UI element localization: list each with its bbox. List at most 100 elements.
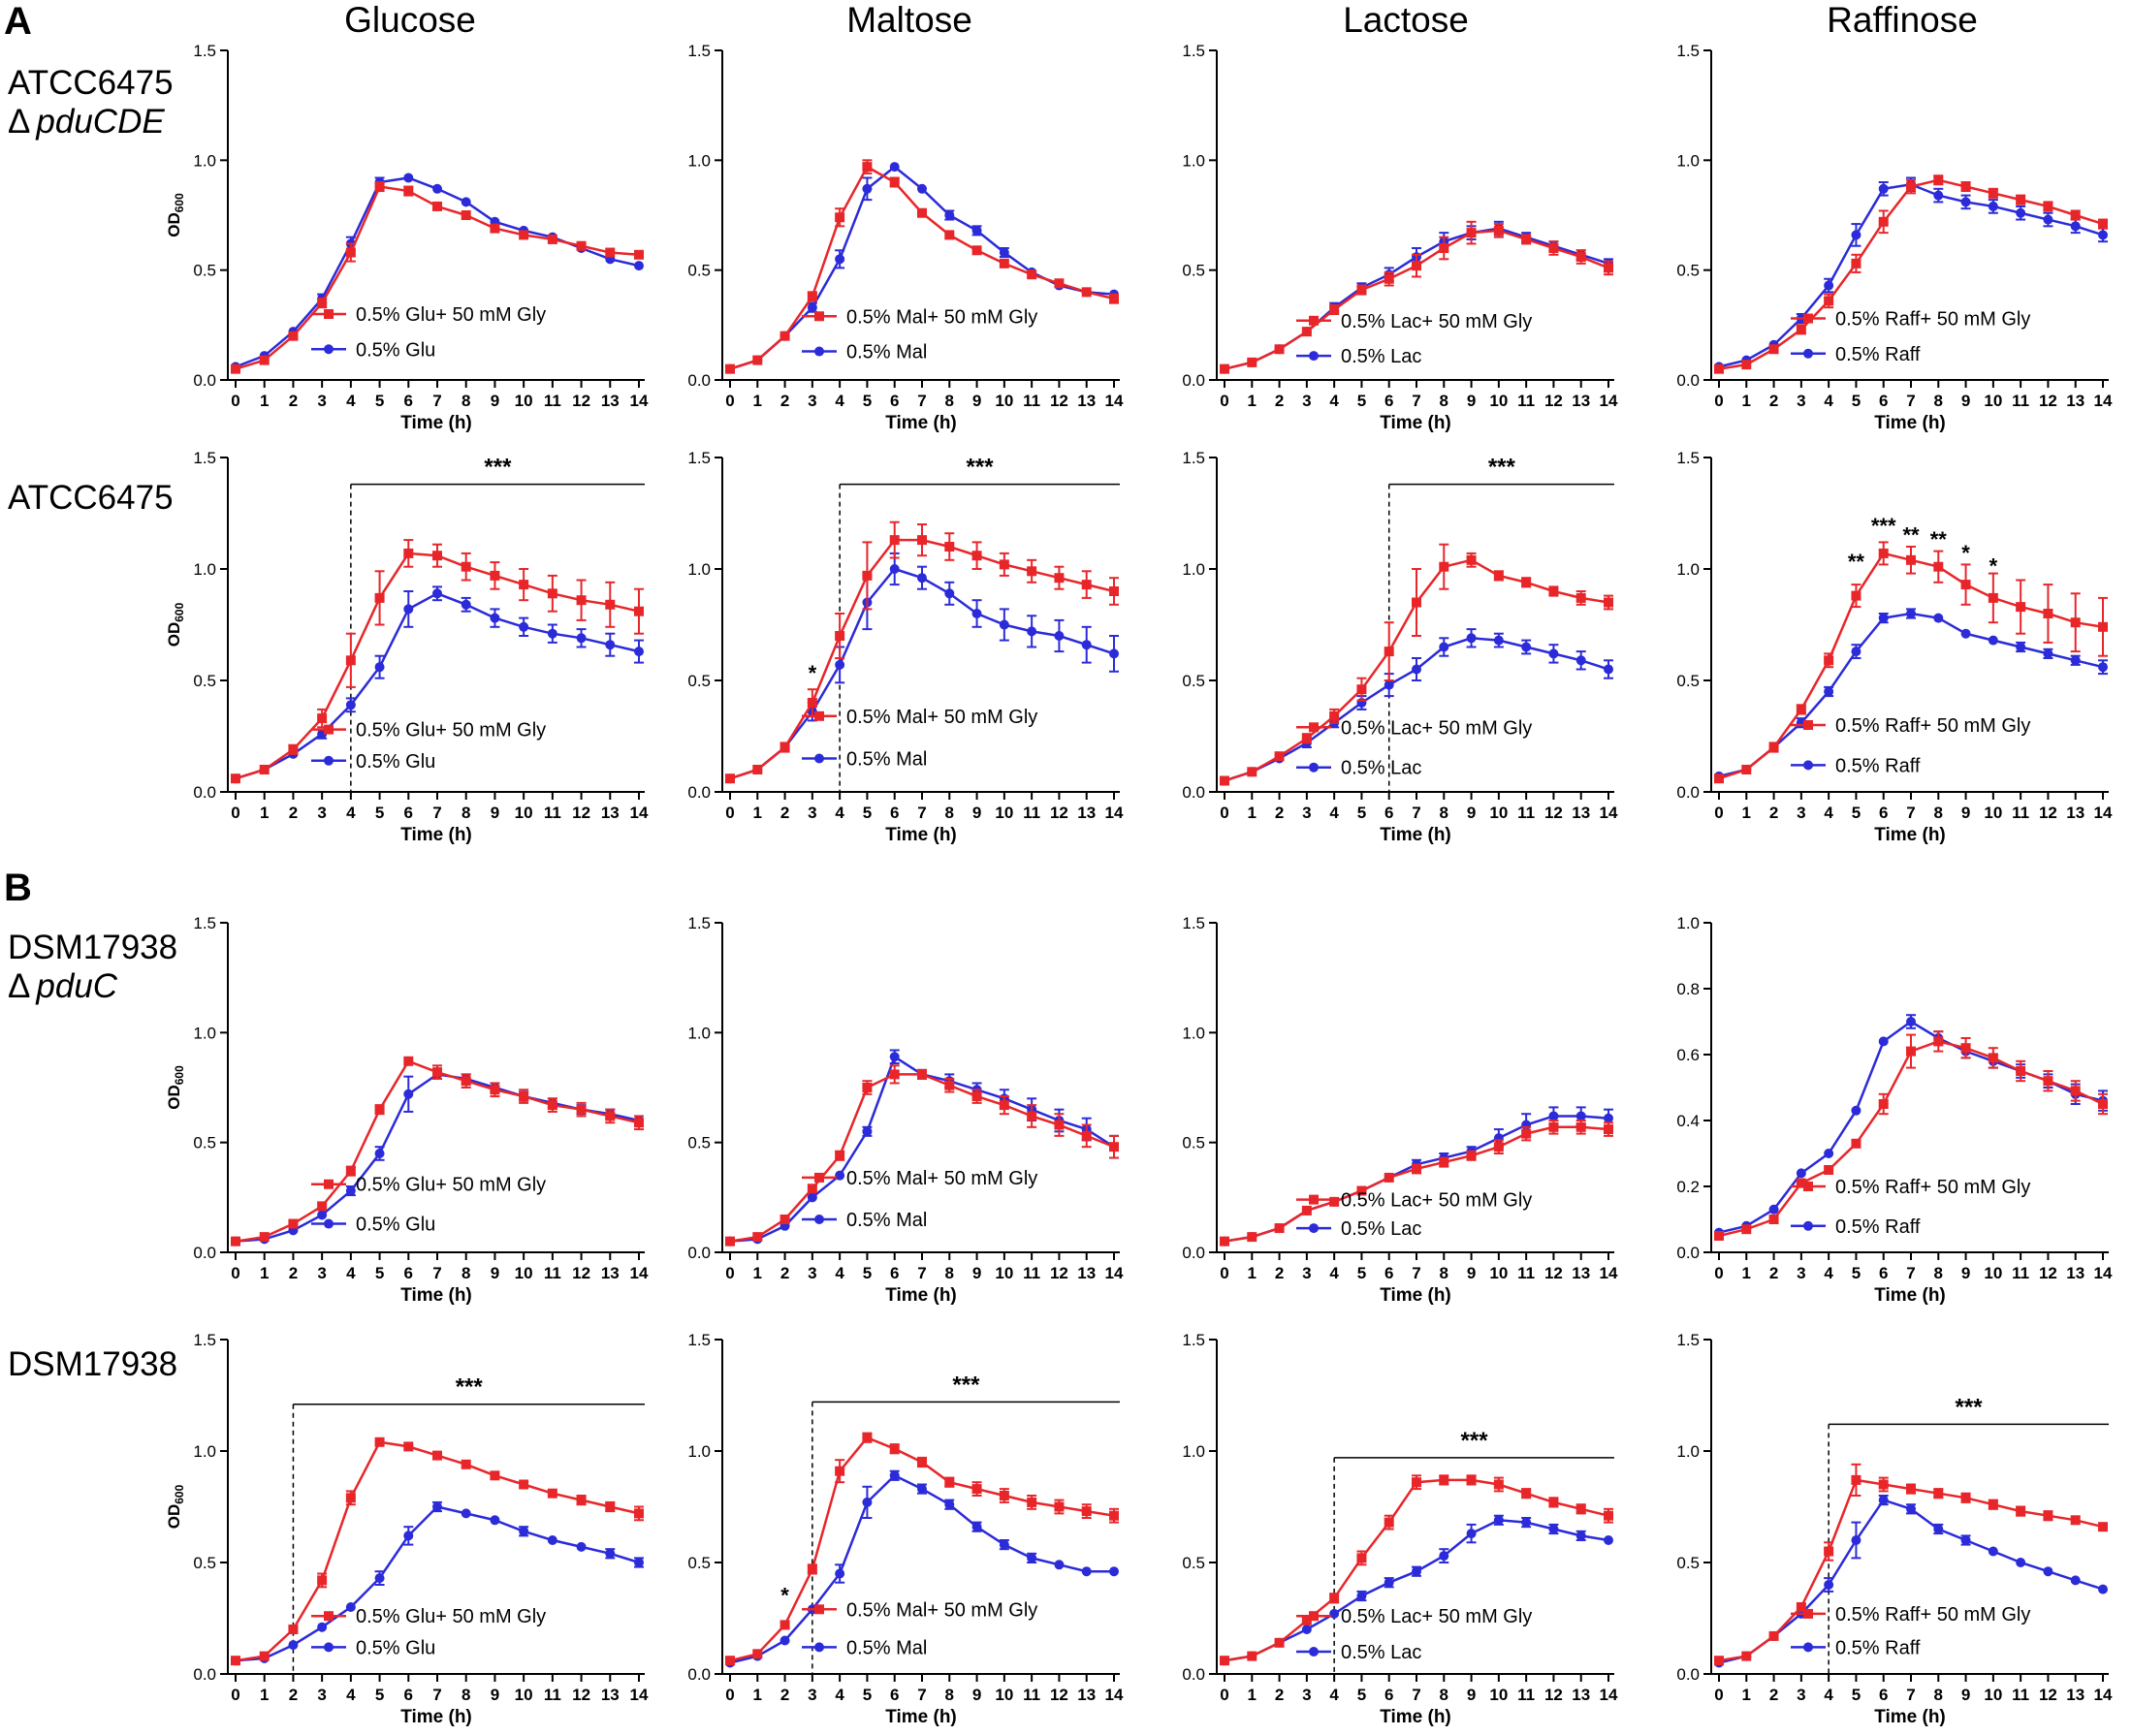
data-point-square <box>1575 592 1586 603</box>
x-tick-label: 13 <box>1572 1264 1590 1282</box>
legend-marker <box>1309 351 1319 362</box>
data-point-square <box>1851 1474 1862 1485</box>
data-point-square <box>519 1479 529 1490</box>
x-tick-label: 9 <box>1467 1686 1476 1704</box>
data-point-square <box>288 1625 299 1634</box>
data-point-circle <box>519 1526 529 1536</box>
x-tick-label: 12 <box>1544 804 1563 822</box>
x-tick-label: 13 <box>2066 1264 2084 1282</box>
data-point-circle <box>1109 648 1119 659</box>
data-point-circle <box>490 1515 500 1526</box>
y-tick-label: 1.5 <box>1182 1331 1205 1349</box>
data-point-square <box>1081 580 1092 590</box>
legend-label: 0.5% Glu <box>356 339 435 361</box>
x-tick-label: 14 <box>630 1686 649 1704</box>
legend-label: 0.5% Raff+ 50 mM Gly <box>1835 1177 2030 1198</box>
x-tick-label: 11 <box>544 392 561 410</box>
x-tick-label: 9 <box>1961 1686 1970 1704</box>
legend-label: 0.5% Raff <box>1835 1637 1921 1658</box>
mutant-gene: pduC <box>36 967 118 1005</box>
x-tick-label: 11 <box>1023 392 1040 410</box>
data-point-square <box>374 181 385 192</box>
x-axis-label: Time (h) <box>885 1707 957 1727</box>
x-tick-label: 14 <box>630 804 649 822</box>
x-tick-label: 0 <box>725 1264 734 1282</box>
data-point-square <box>317 1575 328 1586</box>
data-point-circle <box>345 700 356 710</box>
data-point-circle <box>1824 686 1834 697</box>
x-axis-label: Time (h) <box>1874 413 1946 433</box>
data-point-square <box>1548 243 1559 253</box>
data-point-square <box>1548 1497 1559 1507</box>
data-point-square <box>231 773 240 784</box>
data-point-square <box>1768 1630 1779 1641</box>
data-point-square <box>1384 647 1394 657</box>
significance-star: * <box>809 661 817 685</box>
x-tick-label: 1 <box>260 1264 269 1282</box>
delta-symbol: Δ <box>8 103 31 141</box>
data-point-square <box>1274 1223 1285 1234</box>
x-tick-label: 0 <box>1714 804 1723 822</box>
y-tick-label: 0.5 <box>193 262 216 280</box>
x-tick-label: 4 <box>1329 1686 1339 1704</box>
data-point-square <box>1466 1151 1477 1161</box>
data-point-circle <box>1548 1524 1559 1534</box>
data-point-circle <box>1356 1591 1367 1601</box>
data-point-circle <box>605 1548 616 1559</box>
legend-marker <box>324 1179 334 1189</box>
data-point-circle <box>1960 197 1971 207</box>
legend-marker <box>324 1611 334 1622</box>
data-point-circle <box>2043 648 2053 659</box>
data-point-circle <box>432 588 442 599</box>
data-point-square <box>1575 252 1586 263</box>
y-tick-label: 0.0 <box>687 1244 711 1262</box>
data-point-square <box>345 1493 356 1503</box>
data-point-square <box>2043 609 2053 618</box>
data-point-square <box>317 1201 328 1212</box>
x-tick-label: 9 <box>491 1686 499 1704</box>
x-tick-label: 8 <box>945 1686 954 1704</box>
x-tick-label: 12 <box>572 392 590 410</box>
data-point-square <box>862 162 873 173</box>
data-point-square <box>547 1488 557 1499</box>
x-tick-label: 9 <box>972 1264 981 1282</box>
x-tick-label: 11 <box>1023 1686 1040 1704</box>
x-tick-label: 1 <box>1248 392 1257 410</box>
x-tick-label: 2 <box>1275 804 1284 822</box>
data-point-circle <box>403 1089 414 1099</box>
significance-label: *** <box>456 1374 484 1401</box>
data-point-square <box>1988 1499 1998 1510</box>
data-point-square <box>1960 1493 1971 1503</box>
x-tick-label: 4 <box>1329 392 1339 410</box>
data-point-circle <box>2070 1575 2081 1586</box>
x-tick-label: 1 <box>1248 1264 1257 1282</box>
x-tick-label: 2 <box>780 804 789 822</box>
data-point-square <box>835 212 845 223</box>
x-tick-label: 10 <box>995 804 1013 822</box>
data-point-square <box>1768 742 1779 752</box>
x-tick-label: 10 <box>1489 1686 1508 1704</box>
legend-label: 0.5% Raff <box>1835 1216 1921 1238</box>
data-point-square <box>1301 327 1312 337</box>
data-point-square <box>2016 1506 2026 1517</box>
data-point-square <box>634 249 644 260</box>
legend-marker <box>1309 315 1319 326</box>
x-tick-label: 1 <box>1248 1686 1257 1704</box>
x-tick-label: 3 <box>808 804 816 822</box>
legend-label: 0.5% Mal <box>846 1210 927 1231</box>
y-tick-label: 0.0 <box>1676 1665 1700 1684</box>
data-point-square <box>780 742 790 752</box>
legend-marker <box>1309 1647 1319 1657</box>
x-tick-label: 12 <box>2039 804 2057 822</box>
y-tick-label: 0.5 <box>687 672 711 690</box>
x-tick-label: 8 <box>461 1264 470 1282</box>
data-point-square <box>317 713 328 724</box>
data-point-square <box>1054 1120 1065 1130</box>
x-tick-label: 4 <box>1824 1686 1833 1704</box>
x-axis-label: Time (h) <box>1874 1285 1946 1306</box>
y-tick-label: 0.0 <box>193 783 216 802</box>
